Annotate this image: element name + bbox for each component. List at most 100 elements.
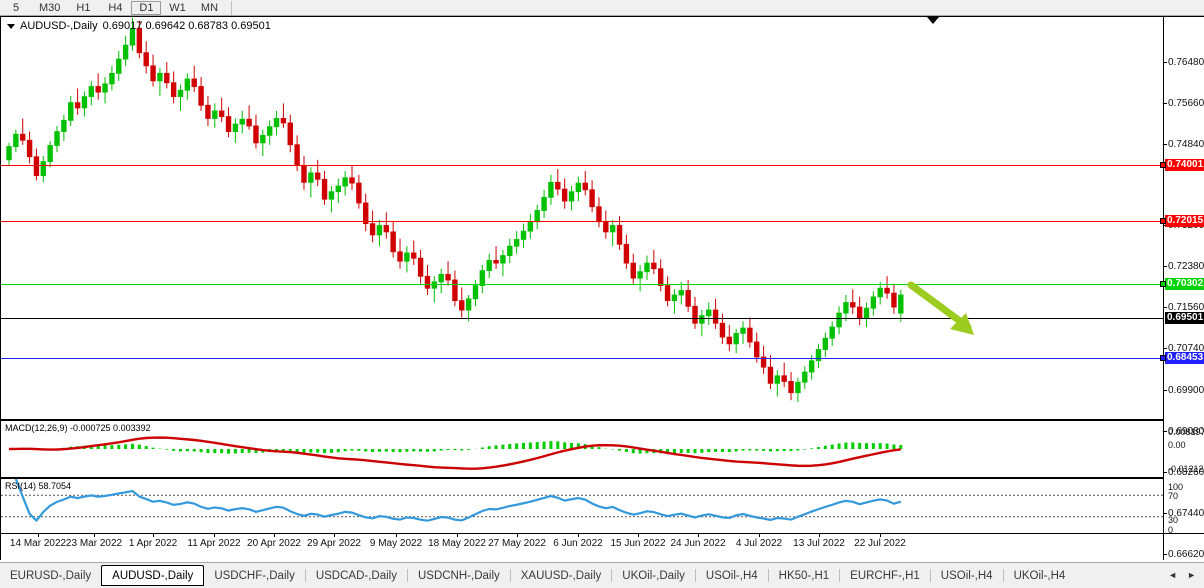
time-tick (880, 534, 881, 537)
time-tick (517, 534, 518, 537)
chart-tab-hk50--h1[interactable]: HK50-,H1 (778, 569, 830, 582)
macd-axis-label: 0.008197 (1168, 427, 1204, 437)
time-tick (578, 534, 579, 537)
level-line-0-69501[interactable] (1, 318, 1163, 319)
time-axis-label: 1 Apr 2022 (128, 538, 178, 549)
tab-divider (929, 569, 931, 582)
candlestick-series (6, 17, 904, 403)
price-pane[interactable]: AUDUSD-,Daily 0.69017 0.69642 0.68783 0.… (0, 16, 1164, 420)
timeframe-button-d1[interactable]: D1 (131, 0, 162, 15)
tab-divider (839, 569, 841, 582)
tab-divider (406, 569, 408, 582)
price-badge-0-70302[interactable]: 0.70302 (1165, 278, 1204, 290)
price-badge-0-68453[interactable]: 0.68453 (1165, 352, 1204, 364)
green-down-arrow-annotation[interactable] (906, 279, 996, 349)
level-handle-icon[interactable] (1160, 355, 1166, 361)
tab-divider (1002, 569, 1004, 582)
timeframe-button-h1[interactable]: H1 (76, 1, 91, 14)
rsi-axis-label: 0 (1168, 525, 1174, 535)
price-tick-label: 0.68260 (1164, 468, 1204, 478)
price-badge-0-72015[interactable]: 0.72015 (1165, 215, 1204, 227)
chart-tab-eurchf--h1[interactable]: EURCHF-,H1 (850, 569, 920, 582)
tab-divider (611, 569, 613, 582)
time-axis-label: 15 Jun 2022 (610, 538, 666, 549)
time-axis-label: 6 Jun 2022 (553, 538, 603, 549)
macd-axis-label: 0.00 (1168, 440, 1186, 450)
chart-tab-usoil--h4[interactable]: USOil-,H4 (705, 569, 758, 582)
level-line-0-74001[interactable] (1, 165, 1163, 166)
timeframe-toolbar: 5 M30 H1 H4 D1 W1 MN (0, 0, 1204, 16)
chart-tab-ukoil--daily[interactable]: UKOil-,Daily (622, 569, 685, 582)
macd-series (8, 436, 903, 470)
time-tick (698, 534, 699, 537)
rsi-pane[interactable]: RSI(14) 58.7054 (0, 478, 1164, 534)
rsi-axis-label: 70 (1168, 491, 1179, 501)
time-tick (819, 534, 820, 537)
price-tick-label: 0.76480 (1164, 58, 1204, 68)
tab-scroll-controls: ◄ ► (1160, 563, 1204, 588)
rsi-series (1, 479, 1163, 523)
chart-tab-usdcad--daily[interactable]: USDCAD-,Daily (315, 569, 397, 582)
level-handle-icon[interactable] (1160, 218, 1166, 224)
time-tick (214, 534, 215, 537)
price-tick-label: 0.71560 (1164, 303, 1204, 313)
level-line-0-72015[interactable] (1, 221, 1163, 222)
chart-tab-usdchf--daily[interactable]: USDCHF-,Daily (214, 569, 295, 582)
time-axis-label: 29 Apr 2022 (307, 538, 361, 549)
chart-tabs-bar: EURUSD-,Daily AUDUSD-,Daily USDCHF-,Daily U… (0, 562, 1204, 588)
rsi-caption: RSI(14) 58.7054 (5, 481, 72, 491)
time-tick (94, 534, 95, 537)
toolbar-divider (231, 0, 233, 15)
macd-pane[interactable]: MACD(12,26,9) -0.000725 0.003392 (0, 420, 1164, 478)
symbol-header: AUDUSD-,Daily 0.69017 0.69642 0.68783 0.… (7, 20, 271, 32)
rsi-axis-label: 30 (1168, 515, 1179, 525)
time-axis-label: 22 Jul 2022 (854, 538, 906, 549)
price-tick-label: 0.69080 (1164, 427, 1204, 437)
timeframe-button-h4[interactable]: H4 (108, 1, 123, 14)
level-line-0-68453[interactable] (1, 358, 1163, 359)
tab-divider (304, 569, 306, 582)
chart-tab-usoil--h4[interactable]: USOil-,H4 (940, 569, 993, 582)
time-axis-label: 20 Apr 2022 (247, 538, 301, 549)
chevron-down-icon[interactable] (7, 23, 15, 29)
macd-caption: MACD(12,26,9) -0.000725 0.003392 (5, 423, 151, 433)
scroll-right-icon[interactable]: ► (1187, 570, 1196, 580)
chart-tab-xauusd--daily[interactable]: XAUUSD-,Daily (520, 569, 602, 582)
timeframe-button-5[interactable]: 5 (12, 1, 20, 14)
macd-axis-label: -0.01212 (1168, 464, 1204, 474)
rsi-axis-label: 100 (1168, 482, 1184, 492)
price-tick-label: 0.72380 (1164, 262, 1204, 272)
timeframe-button-m30[interactable]: M30 (39, 1, 61, 14)
time-axis-label: 4 Jul 2022 (735, 538, 783, 549)
tab-divider (509, 569, 511, 582)
price-tick-label: 0.66620 (1164, 550, 1204, 560)
time-tick (759, 534, 760, 537)
time-axis-label: 27 May 2022 (488, 538, 546, 549)
level-handle-icon[interactable] (1160, 281, 1166, 287)
time-axis-label: 9 May 2022 (369, 538, 423, 549)
price-badge-0-74001[interactable]: 0.74001 (1165, 159, 1204, 171)
chart-tab-usdcnh--daily[interactable]: USDCNH-,Daily (417, 569, 500, 582)
level-line-0-70302[interactable] (1, 284, 1163, 285)
time-tick (334, 534, 335, 537)
price-tick-label: 0.69900 (1164, 386, 1204, 396)
time-axis-label: 18 May 2022 (428, 538, 486, 549)
time-axis[interactable]: 14 Mar 2022 23 Mar 2022 1 Apr 2022 11 Apr 2… (0, 534, 1164, 560)
chart-tab-ukoil--h4[interactable]: UKOil-,H4 (1013, 569, 1066, 582)
chart-region: AUDUSD-,Daily 0.69017 0.69642 0.68783 0.… (0, 16, 1204, 562)
ohlc-values: 0.69017 0.69642 0.68783 0.69501 (102, 20, 271, 32)
timeframe-button-w1[interactable]: W1 (169, 1, 186, 14)
chart-tab-audusd--daily[interactable]: AUDUSD-,Daily (101, 565, 205, 586)
price-tick-label: 0.75660 (1164, 99, 1204, 109)
price-badge-0-69501[interactable]: 0.69501 (1165, 312, 1204, 324)
level-handle-icon[interactable] (1160, 162, 1166, 168)
chart-tab-eurusd--daily[interactable]: EURUSD-,Daily (10, 569, 92, 582)
timeframe-button-mn[interactable]: MN (200, 1, 219, 14)
time-tick (274, 534, 275, 537)
tab-divider (694, 569, 696, 582)
price-axis[interactable]: 0.764800.756600.748400.732000.723800.715… (1160, 16, 1204, 560)
time-tick (457, 534, 458, 537)
time-axis-label: 23 Mar 2022 (65, 538, 123, 549)
time-tick (638, 534, 639, 537)
scroll-left-icon[interactable]: ◄ (1168, 570, 1178, 580)
